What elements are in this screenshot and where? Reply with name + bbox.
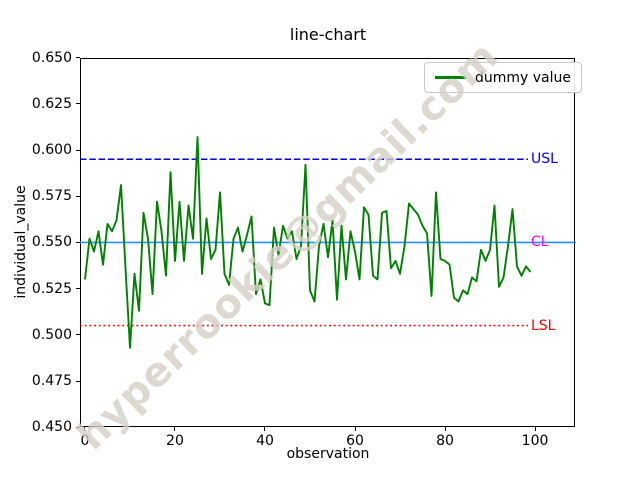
y-tick-mark — [76, 149, 80, 151]
x-tick-label: 0 — [80, 433, 90, 450]
y-tick-label: 0.650 — [31, 49, 72, 66]
x-tick-mark — [354, 427, 356, 432]
x-tick-mark — [444, 427, 446, 432]
y-tick-label: 0.600 — [31, 142, 72, 158]
y-axis-label: individual_value — [13, 185, 29, 299]
y-tick-mark — [76, 195, 80, 197]
x-tick-mark — [174, 427, 176, 432]
cl-label: CL — [531, 234, 549, 251]
x-tick-label: 60 — [346, 433, 364, 450]
x-axis-label: observation — [286, 446, 370, 462]
x-tick-mark — [264, 427, 266, 432]
x-tick-label: 100 — [521, 433, 549, 450]
lsl-label: LSL — [531, 317, 556, 334]
y-tick-mark — [76, 57, 80, 59]
y-tick-mark — [76, 380, 80, 382]
y-tick-label: 0.475 — [31, 373, 72, 389]
legend: dummy value — [424, 62, 583, 93]
legend-line-sample — [435, 76, 466, 79]
y-tick-mark — [76, 426, 80, 428]
y-tick-label: 0.500 — [31, 326, 72, 343]
y-tick-label: 0.575 — [31, 188, 72, 205]
y-tick-label: 0.525 — [31, 280, 72, 297]
y-tick-mark — [76, 103, 80, 105]
x-tick-mark — [84, 427, 86, 432]
y-tick-mark — [76, 241, 80, 243]
x-tick-mark — [534, 427, 536, 432]
y-tick-label: 0.550 — [31, 234, 72, 251]
y-tick-mark — [76, 288, 80, 290]
x-tick-label: 40 — [256, 433, 274, 450]
y-tick-label: 0.450 — [31, 419, 72, 436]
x-tick-label: 80 — [436, 433, 454, 450]
x-tick-label: 20 — [166, 433, 184, 450]
y-tick-label: 0.625 — [31, 95, 72, 112]
y-tick-mark — [76, 334, 80, 336]
legend-item-label: dummy value — [475, 69, 572, 86]
usl-label: USL — [531, 151, 558, 168]
chart-title: line-chart — [289, 25, 367, 44]
